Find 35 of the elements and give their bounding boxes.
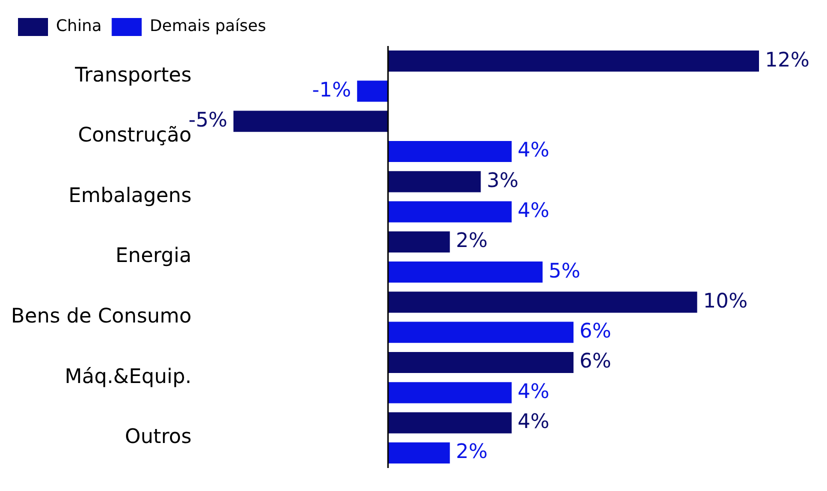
bar <box>233 110 388 132</box>
legend-label: China <box>56 16 102 36</box>
bar <box>357 80 388 102</box>
bar <box>388 442 450 464</box>
bar <box>388 382 512 404</box>
y-tick-label: Bens de Consumo <box>10 303 192 328</box>
data-label: 4% <box>518 408 550 433</box>
data-label: 4% <box>518 378 550 403</box>
data-label: 5% <box>548 258 580 282</box>
y-tick-label: Outros <box>124 424 192 448</box>
y-tick-label: Máq.&Equip. <box>64 364 192 388</box>
data-label: 3% <box>486 168 518 192</box>
data-label: 2% <box>456 439 488 464</box>
bar <box>388 140 512 162</box>
bar <box>388 352 574 374</box>
bar <box>388 50 759 72</box>
data-label: 2% <box>456 228 488 252</box>
legend-label: Demais países <box>150 16 266 36</box>
data-label: 4% <box>518 138 550 162</box>
bar <box>388 292 698 313</box>
y-tick-label: Transportes <box>74 62 192 86</box>
bar <box>388 322 574 343</box>
data-label: 6% <box>580 348 612 373</box>
y-tick-label: Embalagens <box>68 182 192 207</box>
bar <box>388 231 450 252</box>
data-label: 6% <box>580 318 612 343</box>
data-label: 4% <box>518 198 550 222</box>
data-label: 10% <box>703 288 748 312</box>
data-label: 12% <box>765 47 810 72</box>
bar <box>388 412 512 434</box>
bar <box>388 171 481 192</box>
bar <box>388 262 543 283</box>
data-label: -1% <box>312 77 352 102</box>
y-tick-label: Energia <box>116 243 192 268</box>
bar <box>388 201 512 222</box>
